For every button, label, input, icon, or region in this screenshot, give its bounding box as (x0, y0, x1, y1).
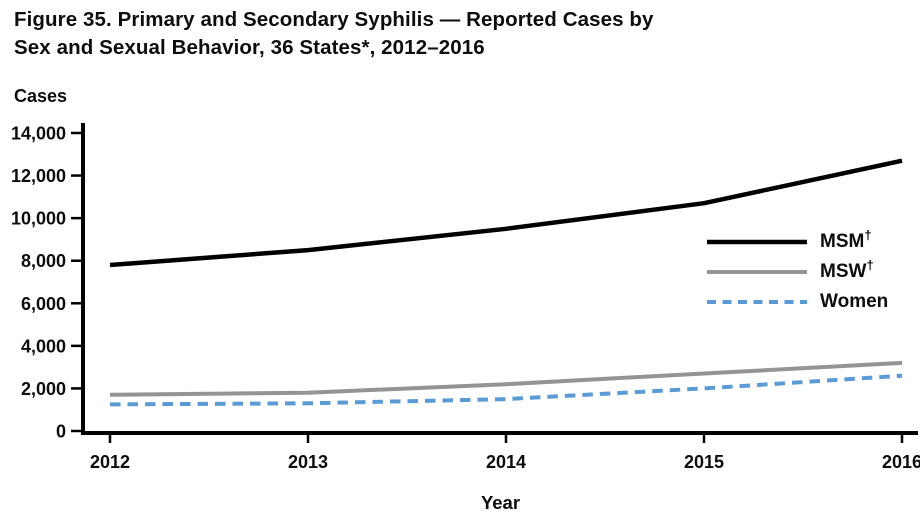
y-tick-label: 8,000 (21, 251, 66, 271)
legend-item-msw: MSW† (707, 257, 888, 287)
x-tick-label: 2016 (882, 452, 920, 472)
series-line-msm (109, 158, 903, 268)
legend-label-women: Women (820, 291, 889, 312)
legend-label-msw: MSW† (820, 257, 874, 282)
y-tick-label: 0 (56, 422, 66, 442)
x-tick-label: 2012 (90, 452, 130, 472)
y-tick-label: 6,000 (21, 294, 66, 314)
figure-title-line1: Figure 35. Primary and Secondary Syphili… (14, 8, 654, 31)
figure-title-line2: Sex and Sexual Behavior, 36 States*, 201… (14, 36, 485, 59)
legend-swatch-women (707, 300, 807, 304)
series-line-women (109, 373, 903, 407)
legend-label-dagger: † (864, 227, 872, 243)
y-tick-label: 12,000 (11, 166, 66, 186)
legend-label-dagger: † (866, 257, 874, 273)
x-tick-label: 2015 (684, 452, 724, 472)
x-tick-label: 2013 (288, 452, 328, 472)
legend-label-msm: MSM† (820, 227, 872, 252)
x-tick-label: 2014 (486, 452, 526, 472)
series-line-msw (109, 360, 903, 397)
legend-item-women: Women (707, 287, 888, 317)
y-tick-label: 10,000 (11, 209, 66, 229)
legend-swatch-msm (707, 239, 807, 245)
figure-title: Figure 35. Primary and Secondary Syphili… (14, 6, 654, 62)
y-tick-label: 4,000 (21, 336, 66, 356)
y-axis-title: Cases (14, 86, 68, 106)
y-tick-label: 14,000 (11, 124, 66, 144)
legend: MSM† MSW† Women (707, 227, 888, 317)
legend-item-msm: MSM† (707, 227, 888, 257)
y-tick-label: 2,000 (21, 379, 66, 399)
legend-swatch-msw (707, 270, 807, 274)
x-axis-title: Year (480, 492, 521, 513)
